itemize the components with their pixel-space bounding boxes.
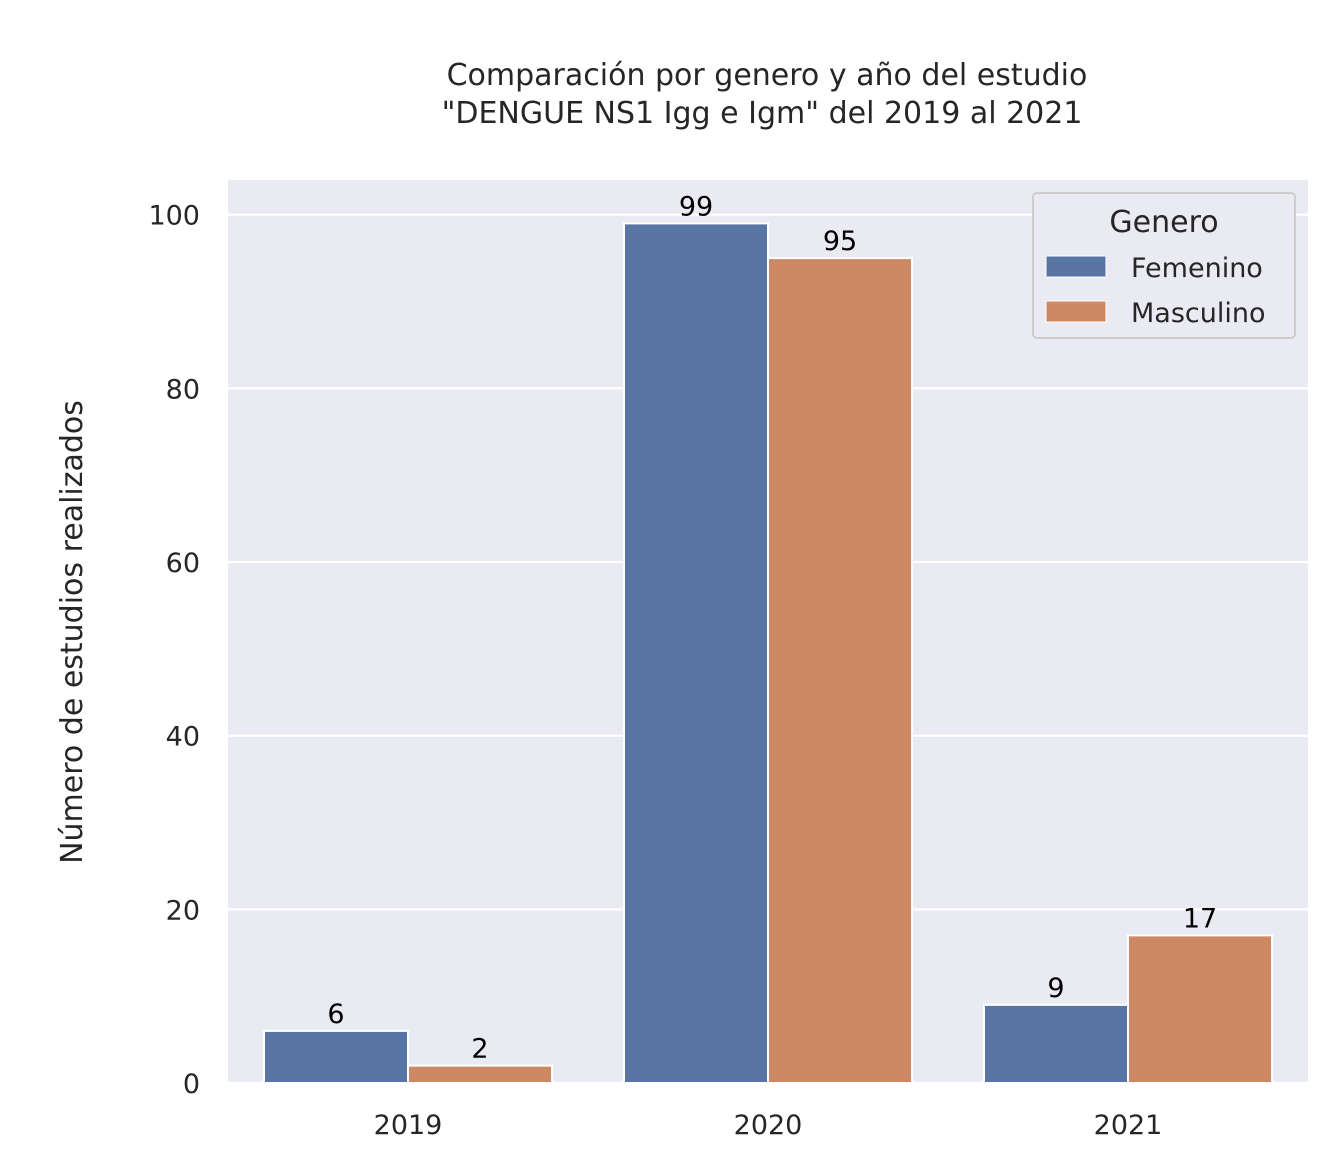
data-label-femenino-2020: 99	[679, 191, 713, 222]
legend: Genero Femenino Masculino	[1032, 192, 1296, 339]
data-label-masculino-2020: 95	[823, 226, 857, 257]
legend-label-masculino: Masculino	[1131, 298, 1266, 329]
legend-title: Genero	[1109, 205, 1218, 240]
bar-masculino-2021	[1127, 934, 1273, 1084]
bar-femenino-2019	[263, 1029, 409, 1084]
legend-swatch-femenino	[1045, 255, 1107, 278]
bar-masculino-2020	[767, 257, 913, 1084]
legend-swatch-masculino	[1045, 300, 1107, 323]
bar-femenino-2021	[983, 1003, 1129, 1085]
y-tick-label-20: 20	[166, 895, 200, 926]
chart-title-line-2: "DENGUE NS1 Igg e Igm" del 2019 al 2021	[442, 96, 1083, 131]
chart-title-line-1: Comparación por genero y año del estudio	[447, 58, 1088, 93]
data-label-masculino-2019: 2	[471, 1034, 488, 1065]
x-tick-labels: 2019 2020 2021	[374, 1110, 1163, 1141]
data-labels: 6 2 99 95 9 17	[327, 191, 1217, 1064]
data-label-masculino-2021: 17	[1183, 903, 1217, 934]
y-tick-label-100: 100	[148, 201, 200, 232]
x-tick-label-2021: 2021	[1094, 1110, 1163, 1141]
data-label-femenino-2021: 9	[1047, 973, 1064, 1004]
x-tick-label-2019: 2019	[374, 1110, 443, 1141]
bar-masculino-2019	[407, 1064, 553, 1085]
legend-label-femenino: Femenino	[1131, 253, 1263, 284]
y-tick-label-80: 80	[166, 374, 200, 405]
bar-femenino-2020	[623, 222, 769, 1085]
y-tick-labels: 0 20 40 60 80 100	[148, 201, 200, 1100]
y-tick-label-0: 0	[183, 1069, 200, 1100]
x-tick-label-2020: 2020	[734, 1110, 803, 1141]
y-axis-label: Número de estudios realizados	[55, 400, 90, 864]
data-label-femenino-2019: 6	[327, 999, 344, 1030]
y-tick-label-60: 60	[166, 548, 200, 579]
y-tick-label-40: 40	[166, 722, 200, 753]
bars	[263, 222, 1273, 1085]
